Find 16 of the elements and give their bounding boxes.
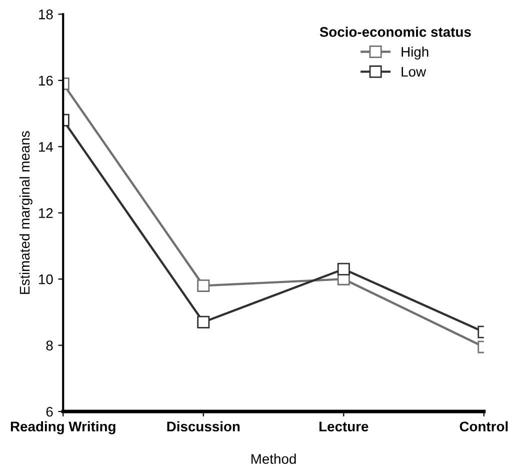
x-tick-label: Reading Writing <box>10 421 116 434</box>
legend-label: High <box>402 46 428 60</box>
y-tick-label: 8 <box>46 340 53 350</box>
y-tick-label: 14 <box>39 142 53 152</box>
x-tick-label: Control <box>460 421 508 432</box>
legend-title: Socio-economic status <box>320 26 471 37</box>
y-tick-label: 12 <box>39 208 53 218</box>
y-tick-label: 6 <box>46 406 53 417</box>
y-tick-label: 18 <box>39 10 53 20</box>
y-axis-title: Estimated marginal means <box>19 131 32 294</box>
x-axis-title: Method <box>252 454 296 464</box>
legend-label: Low <box>402 66 426 77</box>
x-tick-label: Discussion <box>167 421 240 432</box>
x-tick-label: Lecture <box>320 422 368 432</box>
y-tick-label: 16 <box>39 76 53 86</box>
y-tick-label: 10 <box>39 274 53 284</box>
